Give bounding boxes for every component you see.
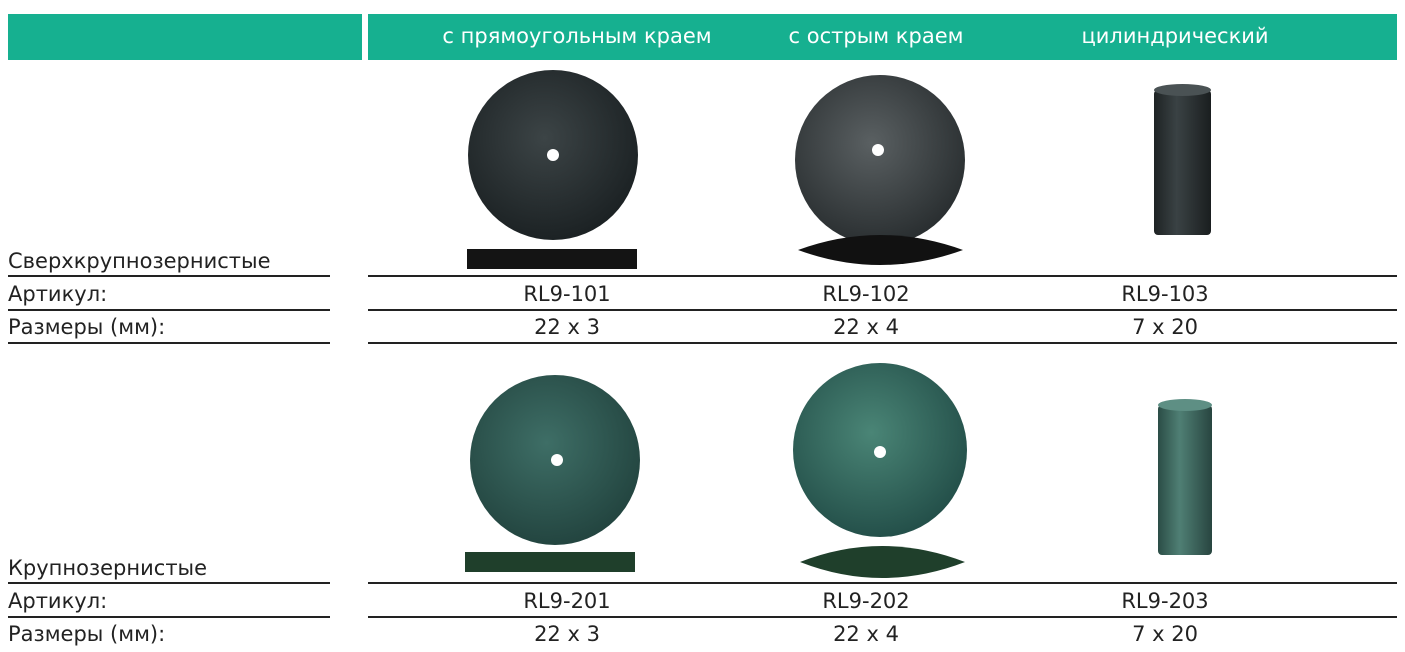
size: 7 x 20 xyxy=(1132,315,1198,339)
group-name: Сверхкрупнозернистые xyxy=(8,249,271,273)
size: 22 x 4 xyxy=(833,622,899,646)
article: RL9-102 xyxy=(822,282,909,306)
group-name: Крупнозернистые xyxy=(8,556,207,580)
size: 22 x 3 xyxy=(534,622,600,646)
article: RL9-101 xyxy=(523,282,610,306)
row-label: Размеры (мм): xyxy=(8,622,165,646)
header-bar xyxy=(368,14,1397,60)
size: 22 x 4 xyxy=(833,315,899,339)
article: RL9-103 xyxy=(1121,282,1208,306)
column-header: с острым краем xyxy=(789,24,964,48)
profile-pointed xyxy=(798,235,963,265)
article: RL9-201 xyxy=(523,589,610,613)
disc xyxy=(795,75,965,245)
row-label: Артикул: xyxy=(8,282,107,306)
hole xyxy=(872,144,884,156)
size: 22 x 3 xyxy=(534,315,600,339)
cylinder xyxy=(1154,90,1211,235)
row-label: Размеры (мм): xyxy=(8,315,165,339)
images xyxy=(465,70,1212,578)
cylinder xyxy=(1158,405,1212,555)
article: RL9-202 xyxy=(822,589,909,613)
profile-flat xyxy=(467,249,637,269)
hole xyxy=(874,446,886,458)
hole xyxy=(551,454,563,466)
row-label: Артикул: xyxy=(8,589,107,613)
hole xyxy=(547,149,559,161)
cylinder-top xyxy=(1154,84,1211,96)
column-header: с прямоугольным краем xyxy=(442,24,711,48)
size: 7 x 20 xyxy=(1132,622,1198,646)
profile-flat xyxy=(465,552,635,572)
column-header: цилиндрический xyxy=(1081,24,1268,48)
article: RL9-203 xyxy=(1121,589,1208,613)
header-bar xyxy=(8,14,362,60)
profile-pointed xyxy=(800,546,965,578)
cylinder-top xyxy=(1158,399,1212,411)
